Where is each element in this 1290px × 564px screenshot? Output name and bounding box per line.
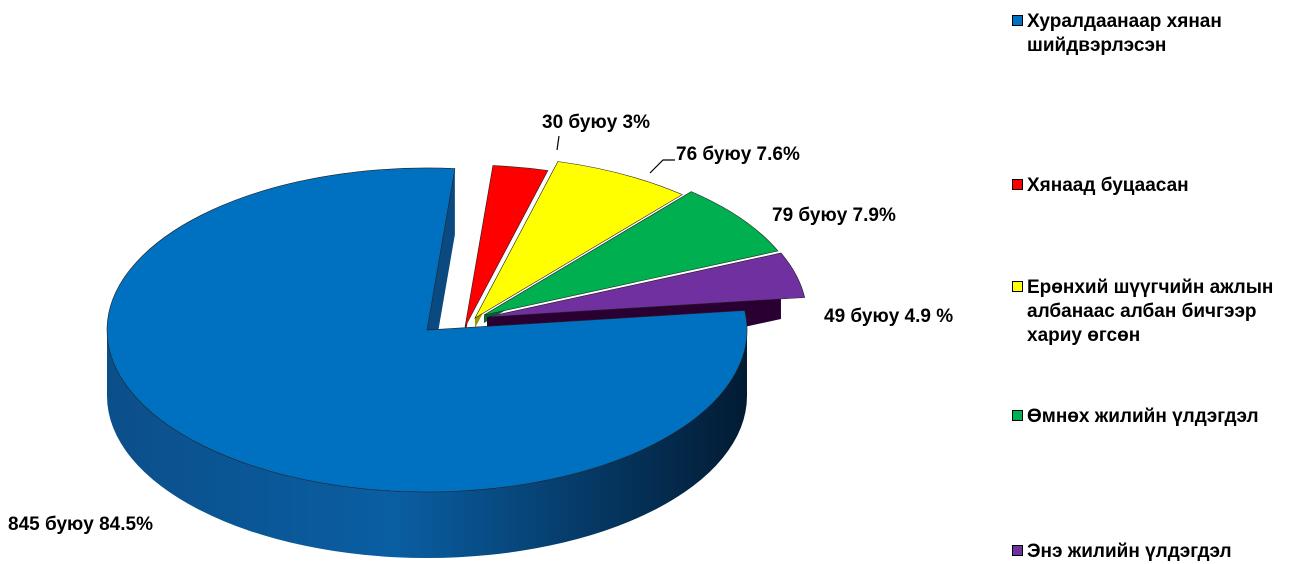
leader-line-2 xyxy=(649,159,675,174)
slice-side-0 xyxy=(107,330,747,558)
legend-label-1: Хянаад буцаасан xyxy=(1027,175,1189,196)
legend-swatch-4 xyxy=(1012,545,1023,556)
data-label-0: 845 буюу 84.5% xyxy=(8,514,153,535)
legend-label-2: Ерөнхий шүүгчийн ажлын албанаас албан би… xyxy=(1027,277,1274,346)
data-label-3: 79 буюу 7.9% xyxy=(772,205,896,226)
legend-label-3: Өмнөх жилийн үлдэгдэл xyxy=(1027,406,1259,427)
slice-top-2 xyxy=(474,161,683,319)
slice-top-1 xyxy=(464,165,549,328)
data-label-4: 49 буюу 4.9 % xyxy=(824,306,953,327)
slice-top-4 xyxy=(486,252,806,318)
data-label-2: 76 буюу 7.6% xyxy=(676,144,800,165)
legend-swatch-0 xyxy=(1012,15,1023,26)
leader-line-1 xyxy=(556,135,560,151)
legend-label-4: Энэ жилийн үлдэгдэл xyxy=(1027,541,1232,562)
legend-swatch-3 xyxy=(1012,410,1023,421)
data-labels: 845 буюу 84.5% 30 буюу 3% 76 буюу 7.6% 7… xyxy=(8,112,953,535)
legend-label-0: Хуралдаанаар хянан шийдвэрлэсэн xyxy=(1027,11,1222,56)
data-label-1: 30 буюу 3% xyxy=(542,112,650,133)
label-leader-lines xyxy=(556,135,675,174)
slice-top-0 xyxy=(106,167,748,493)
legend-swatch-1 xyxy=(1012,179,1023,190)
slice-top-3 xyxy=(483,191,779,316)
pie-slice-tops xyxy=(106,161,806,493)
legend-swatch-2 xyxy=(1012,281,1023,292)
